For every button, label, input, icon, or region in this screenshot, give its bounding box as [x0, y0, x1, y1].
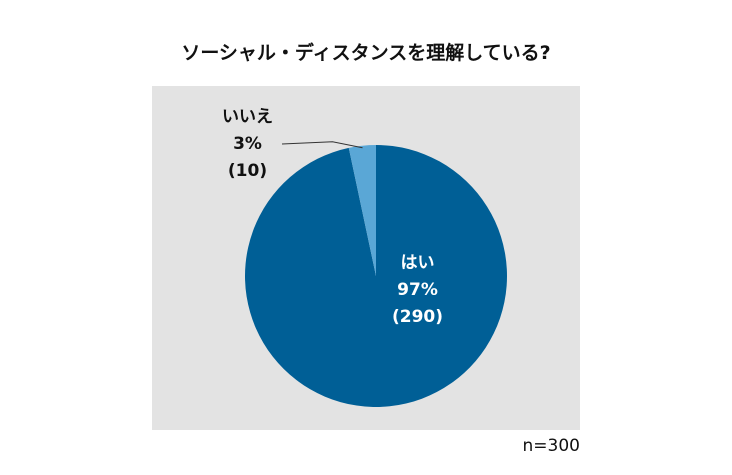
slice-label-no-name: いいえ	[222, 107, 273, 127]
slice-label-yes-percent: 97%	[397, 280, 438, 300]
chart-title: ソーシャル・ディスタンスを理解している?	[181, 42, 551, 64]
slice-label-yes: はい 97% (290)	[392, 250, 443, 331]
plot-area: はい 97% (290) いいえ 3% (10)	[152, 86, 580, 430]
leader-line	[281, 141, 363, 149]
slice-label-yes-name: はい	[400, 253, 435, 273]
pie-slice-no	[348, 145, 376, 276]
slice-label-no: いいえ 3% (10)	[222, 104, 273, 185]
sample-size-note: n=300	[522, 436, 580, 456]
slice-label-no-count: (10)	[227, 161, 268, 181]
pie-chart	[245, 141, 507, 408]
slice-label-no-percent: 3%	[233, 134, 262, 154]
pie-slice-yes	[245, 145, 507, 408]
slice-label-yes-count: (290)	[392, 307, 444, 327]
